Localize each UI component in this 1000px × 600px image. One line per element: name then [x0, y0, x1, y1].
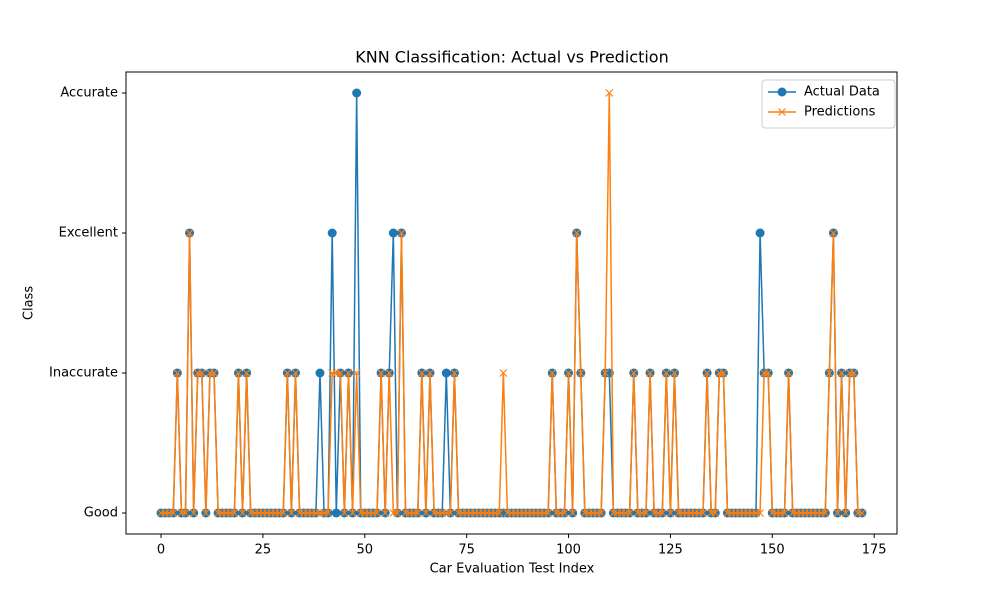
point-marker — [719, 369, 728, 377]
point-marker — [629, 369, 638, 377]
x-tick-label: 175 — [862, 543, 887, 558]
point-marker — [287, 509, 296, 517]
point-marker — [413, 509, 422, 517]
chart-title: KNN Classification: Actual vs Prediction — [355, 48, 668, 67]
point-marker — [576, 369, 585, 377]
series-line — [161, 92, 862, 514]
point-marker — [173, 369, 182, 377]
point-marker — [829, 229, 838, 237]
point-marker — [670, 369, 679, 377]
point-marker — [756, 509, 765, 517]
point-marker — [858, 509, 866, 517]
point-marker — [642, 509, 650, 517]
point-marker — [450, 369, 459, 377]
point-marker — [238, 509, 247, 517]
point-marker — [780, 509, 789, 517]
point-marker — [837, 369, 846, 377]
point-marker — [699, 509, 707, 517]
x-tick-label: 150 — [760, 543, 785, 558]
point-marker — [388, 228, 398, 238]
point-marker — [344, 369, 353, 377]
point-marker — [646, 369, 654, 377]
point-marker — [499, 369, 508, 377]
x-tick-label: 25 — [255, 543, 272, 558]
point-marker — [336, 369, 345, 377]
point-marker — [446, 509, 455, 517]
point-marker — [324, 509, 333, 517]
point-marker — [201, 509, 210, 517]
point-marker — [605, 89, 614, 97]
point-marker — [348, 509, 357, 517]
point-marker — [340, 509, 349, 517]
point-marker — [210, 369, 218, 377]
point-marker — [417, 369, 426, 377]
y-axis-label: Class — [22, 286, 37, 320]
point-marker — [568, 509, 577, 517]
x-tick-label: 125 — [658, 543, 683, 558]
point-marker — [849, 369, 858, 377]
point-marker — [393, 509, 402, 517]
point-marker — [764, 369, 773, 377]
x-tick-label: 0 — [157, 543, 165, 558]
point-marker — [230, 509, 239, 517]
x-tick-label: 75 — [458, 543, 475, 558]
point-marker — [703, 369, 712, 377]
point-marker — [291, 369, 300, 377]
point-marker — [495, 509, 504, 517]
point-marker — [833, 509, 842, 517]
plot-frame — [125, 71, 898, 535]
point-marker — [315, 368, 325, 378]
point-marker — [662, 369, 671, 377]
point-marker — [711, 509, 720, 517]
point-marker — [421, 509, 430, 517]
point-marker — [373, 509, 381, 517]
point-marker — [825, 369, 834, 377]
x-tick-label: 100 — [556, 543, 581, 558]
point-marker — [197, 369, 206, 377]
legend-marker — [777, 87, 787, 97]
point-marker — [658, 509, 667, 517]
legend-label: Actual Data — [804, 85, 880, 100]
point-marker — [181, 509, 190, 517]
point-marker — [169, 509, 178, 517]
legend-marker — [778, 108, 786, 116]
point-marker — [841, 509, 850, 517]
y-tick-label: Excellent — [59, 226, 118, 241]
point-marker — [564, 369, 573, 377]
x-tick-label: 50 — [357, 543, 374, 558]
point-marker — [283, 369, 292, 377]
point-marker — [572, 229, 581, 237]
legend-label: Predictions — [804, 105, 876, 120]
point-marker — [441, 368, 451, 378]
point-marker — [397, 229, 406, 237]
point-marker — [377, 369, 386, 377]
y-tick-label: Inaccurate — [49, 366, 118, 381]
point-marker — [755, 228, 765, 238]
point-marker — [185, 229, 194, 237]
point-marker — [784, 369, 793, 377]
point-marker — [601, 369, 610, 377]
point-marker — [544, 509, 553, 517]
point-marker — [381, 509, 390, 517]
point-marker — [352, 369, 361, 377]
point-marker — [242, 369, 251, 377]
point-marker — [234, 369, 243, 377]
y-tick-label: Accurate — [60, 86, 118, 101]
point-marker — [821, 509, 830, 517]
point-marker — [426, 369, 434, 377]
point-marker — [352, 88, 362, 98]
point-marker — [189, 509, 198, 517]
point-marker — [327, 228, 337, 238]
point-marker — [279, 509, 288, 517]
y-tick-label: Good — [84, 506, 118, 521]
point-marker — [385, 369, 394, 377]
point-marker — [331, 508, 341, 518]
point-marker — [666, 509, 675, 517]
point-marker — [597, 509, 606, 517]
x-axis-label: Car Evaluation Test Index — [430, 562, 595, 577]
point-marker — [560, 509, 569, 517]
point-marker — [625, 509, 634, 517]
point-marker — [548, 369, 557, 377]
